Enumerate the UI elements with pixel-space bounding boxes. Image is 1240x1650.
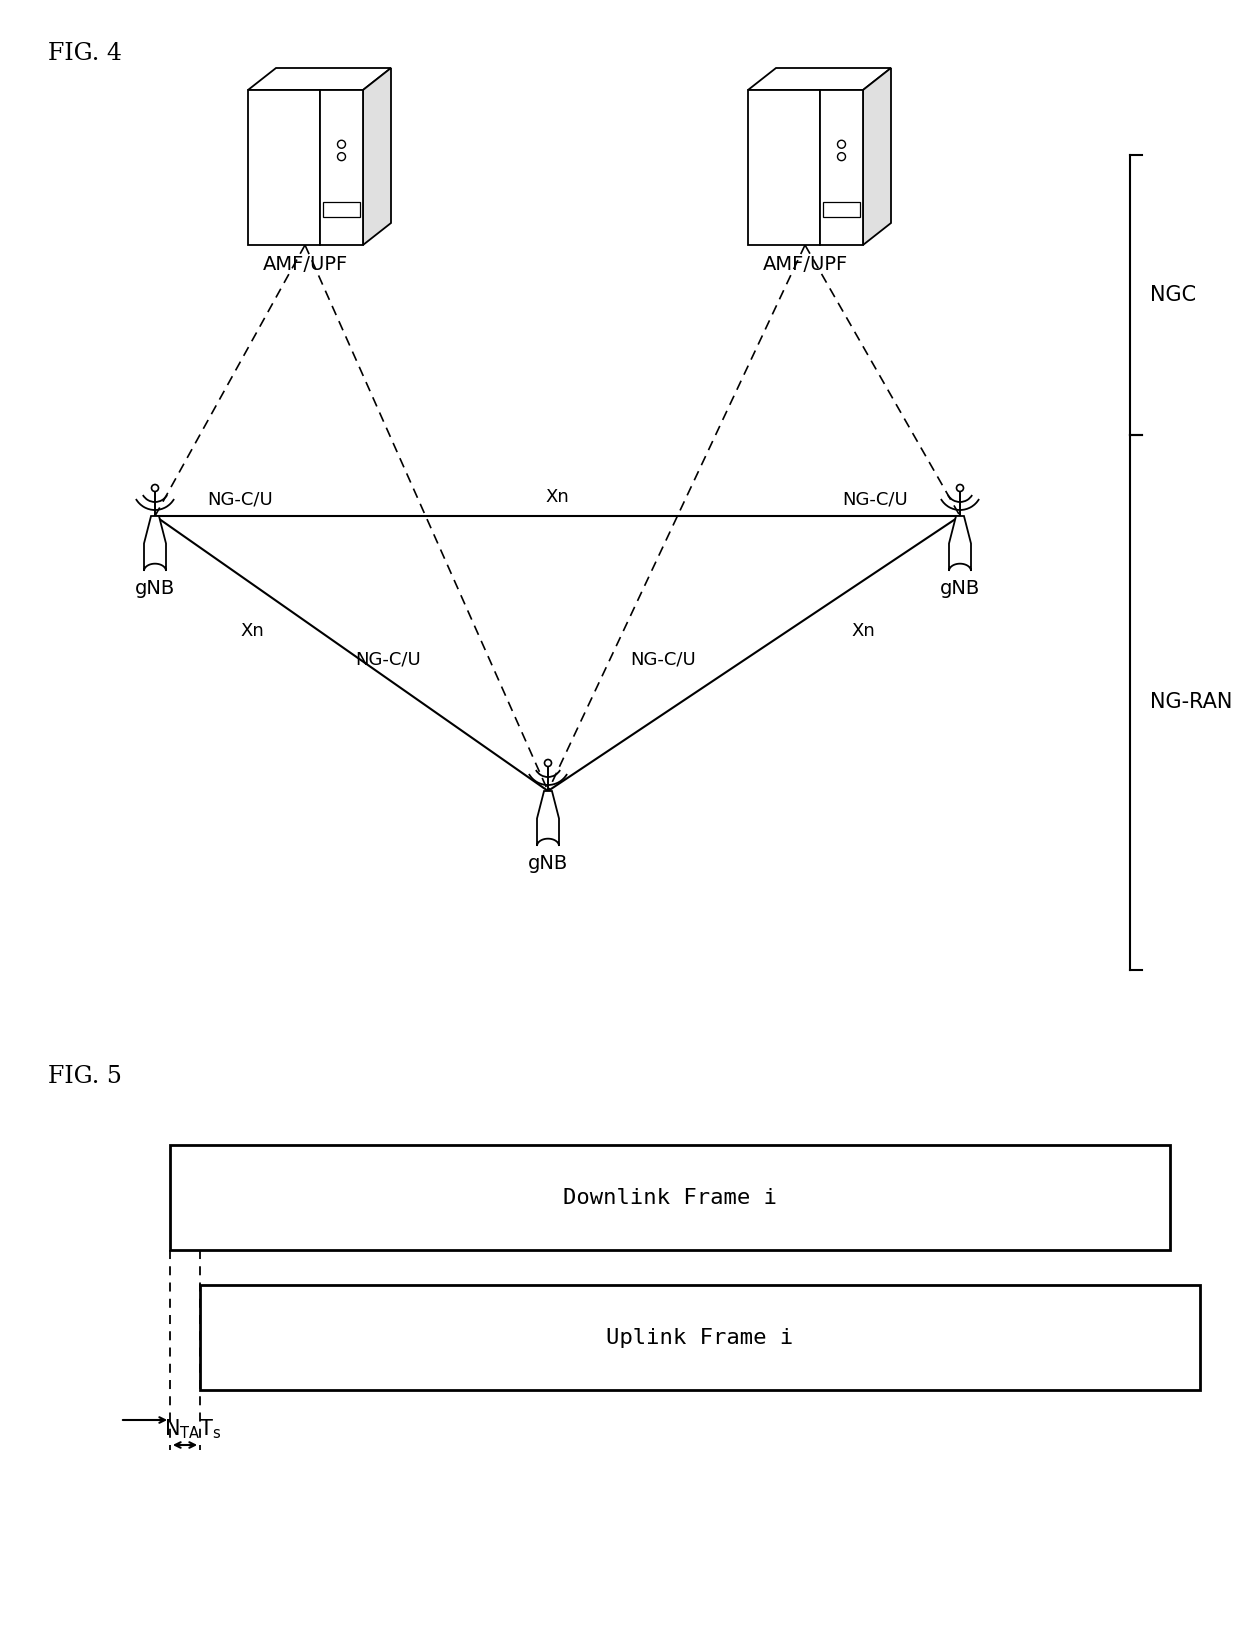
Polygon shape: [820, 91, 863, 244]
Polygon shape: [363, 68, 391, 244]
Text: NG-C/U: NG-C/U: [630, 652, 696, 668]
Text: Xn: Xn: [851, 622, 875, 640]
Text: FIG. 4: FIG. 4: [48, 41, 122, 64]
Polygon shape: [863, 68, 892, 244]
Text: gNB: gNB: [135, 579, 175, 597]
Text: NG-RAN: NG-RAN: [1149, 693, 1233, 713]
Text: AMF/UPF: AMF/UPF: [763, 256, 848, 274]
Text: Xn: Xn: [546, 488, 569, 507]
Text: NGC: NGC: [1149, 285, 1197, 305]
Polygon shape: [537, 790, 559, 846]
Polygon shape: [949, 516, 971, 571]
Text: Downlink Frame i: Downlink Frame i: [563, 1188, 777, 1208]
Text: AMF/UPF: AMF/UPF: [263, 256, 347, 274]
Text: FIG. 5: FIG. 5: [48, 1064, 122, 1087]
Circle shape: [956, 485, 963, 492]
Text: NG-C/U: NG-C/U: [842, 492, 908, 508]
Polygon shape: [320, 91, 363, 244]
Polygon shape: [144, 516, 166, 571]
Text: gNB: gNB: [528, 855, 568, 873]
Bar: [322, 201, 360, 218]
Polygon shape: [248, 68, 391, 91]
Bar: [823, 201, 861, 218]
Text: gNB: gNB: [940, 579, 980, 597]
Circle shape: [544, 759, 552, 767]
Text: Uplink Frame i: Uplink Frame i: [606, 1328, 794, 1348]
Text: NG-C/U: NG-C/U: [207, 492, 273, 508]
Bar: [200, 1285, 1200, 1389]
Text: Xn: Xn: [241, 622, 264, 640]
Text: $\mathregular{N_{TA}T_s}$: $\mathregular{N_{TA}T_s}$: [165, 1417, 222, 1440]
Circle shape: [151, 485, 159, 492]
Polygon shape: [748, 91, 820, 244]
Bar: [170, 1145, 1171, 1251]
Polygon shape: [248, 91, 320, 244]
Polygon shape: [748, 68, 892, 91]
Text: NG-C/U: NG-C/U: [355, 652, 420, 668]
